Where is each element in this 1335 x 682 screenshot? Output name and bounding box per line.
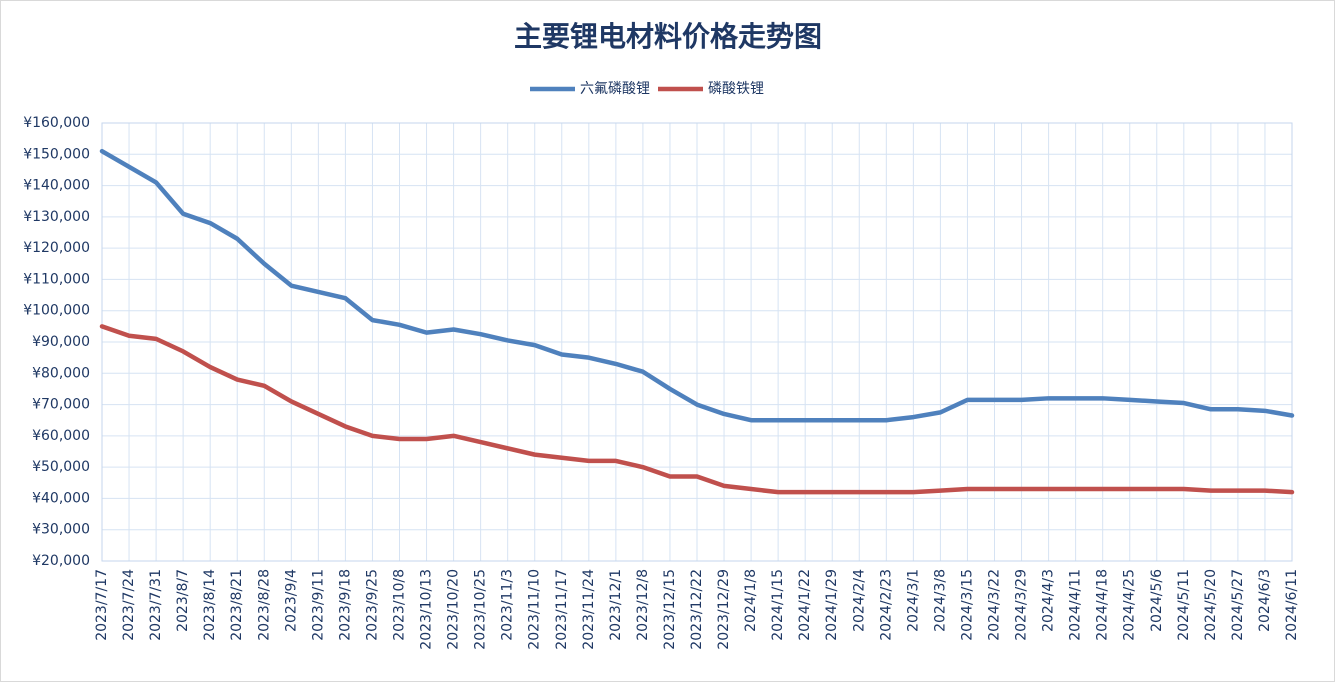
x-tick-label: 2023/9/25 <box>364 569 380 641</box>
x-tick-label: 2023/7/17 <box>94 569 110 641</box>
x-tick-label: 2024/5/27 <box>1230 569 1246 641</box>
y-tick-label: ¥150,000 <box>23 146 90 162</box>
x-tick-label: 2023/7/31 <box>148 569 164 641</box>
x-tick-label: 2024/4/3 <box>1041 569 1057 632</box>
x-tick-label: 2024/1/8 <box>743 569 759 632</box>
x-tick-label: 2024/1/29 <box>824 569 840 641</box>
x-tick-label: 2023/12/1 <box>608 569 624 641</box>
y-tick-label: ¥140,000 <box>23 178 90 194</box>
x-tick-label: 2023/10/25 <box>473 569 489 650</box>
x-tick-label: 2023/8/14 <box>202 569 218 641</box>
y-tick-label: ¥60,000 <box>32 428 90 444</box>
y-tick-label: ¥20,000 <box>32 553 90 569</box>
x-tick-label: 2023/11/24 <box>581 569 597 650</box>
x-tick-label: 2023/10/8 <box>392 569 408 641</box>
x-tick-label: 2024/3/1 <box>905 569 921 632</box>
x-tick-label: 2023/11/3 <box>500 569 516 641</box>
y-tick-label: ¥70,000 <box>32 397 90 413</box>
x-tick-label: 2024/6/11 <box>1284 569 1300 641</box>
x-tick-label: 2024/3/8 <box>932 569 948 632</box>
x-tick-label: 2023/11/17 <box>554 569 570 650</box>
legend-label: 六氟磷酸锂 <box>580 81 650 97</box>
x-tick-label: 2023/12/8 <box>635 569 651 641</box>
series-line <box>99 148 1295 423</box>
x-tick-label: 2023/10/13 <box>419 569 435 650</box>
x-tick-label: 2023/8/7 <box>175 569 191 632</box>
legend-label: 磷酸铁锂 <box>708 81 764 97</box>
x-tick-label: 2023/7/24 <box>121 569 137 641</box>
x-tick-label: 2023/12/15 <box>662 569 678 650</box>
x-tick-label: 2023/9/18 <box>337 569 353 641</box>
chart-title: 主要锂电材料价格走势图 <box>514 20 822 53</box>
y-tick-label: ¥40,000 <box>32 490 90 506</box>
x-tick-label: 2024/4/18 <box>1095 569 1111 641</box>
y-tick-label: ¥50,000 <box>32 459 90 475</box>
x-tick-label: 2024/5/11 <box>1176 569 1192 641</box>
x-tick-label: 2024/2/23 <box>878 569 894 641</box>
x-tick-label: 2024/4/11 <box>1068 569 1084 641</box>
x-tick-label: 2024/3/29 <box>1014 569 1030 641</box>
x-tick-label: 2023/11/10 <box>527 569 543 650</box>
x-tick-label: 2024/5/20 <box>1203 569 1219 641</box>
x-tick-label: 2023/10/20 <box>446 569 462 650</box>
x-tick-label: 2024/5/6 <box>1149 569 1165 632</box>
x-tick-label: 2024/1/22 <box>797 569 813 641</box>
plot-border <box>101 122 1293 562</box>
x-tick-label: 2024/3/22 <box>987 569 1003 641</box>
x-tick-label: 2024/2/4 <box>851 569 867 632</box>
x-tick-label: 2024/1/15 <box>770 569 786 641</box>
x-tick-label: 2024/4/25 <box>1122 569 1138 641</box>
y-tick-label: ¥110,000 <box>23 271 90 287</box>
y-tick-label: ¥80,000 <box>32 365 90 381</box>
x-tick-label: 2024/3/15 <box>959 569 975 641</box>
series-line <box>99 324 1295 495</box>
x-tick-label: 2024/6/3 <box>1257 569 1273 632</box>
x-tick-label: 2023/9/11 <box>310 569 326 641</box>
x-tick-label: 2023/9/4 <box>283 569 299 632</box>
y-tick-label: ¥130,000 <box>23 209 90 225</box>
y-tick-label: ¥160,000 <box>23 115 90 131</box>
y-tick-label: ¥120,000 <box>23 240 90 256</box>
x-tick-label: 2023/8/21 <box>229 569 245 641</box>
y-tick-label: ¥30,000 <box>32 522 90 538</box>
x-tick-label: 2023/12/22 <box>689 569 705 650</box>
y-tick-label: ¥90,000 <box>32 334 90 350</box>
x-tick-label: 2023/8/28 <box>256 569 272 641</box>
y-tick-label: ¥100,000 <box>23 303 90 319</box>
x-tick-label: 2023/12/29 <box>716 569 732 650</box>
